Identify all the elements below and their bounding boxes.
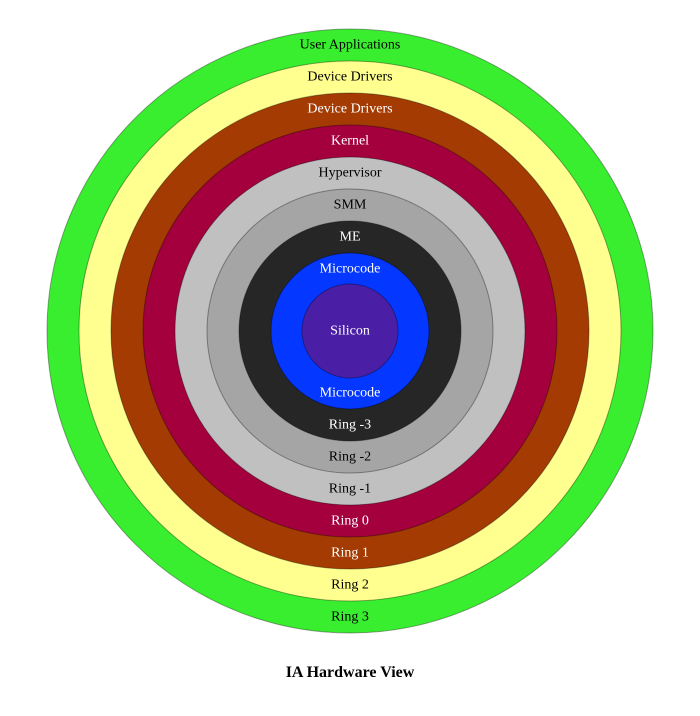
ring-bottom-label-6: Ring -3: [329, 418, 371, 433]
ring-top-label-1: Device Drivers: [307, 70, 392, 85]
ring-top-label-5: SMM: [334, 198, 367, 213]
ring-bottom-label-1: Ring 2: [331, 578, 369, 593]
ring-top-label-7: Microcode: [320, 262, 381, 277]
ring-top-label-4: Hypervisor: [319, 166, 382, 181]
ring-bottom-label-2: Ring 1: [331, 546, 369, 561]
ring-bottom-label-4: Ring -1: [329, 482, 371, 497]
ring-bottom-label-3: Ring 0: [331, 514, 369, 529]
core-label: Silicon: [330, 324, 370, 339]
core-circle: [301, 283, 399, 379]
ring-bottom-label-0: Ring 3: [331, 610, 369, 625]
ring-top-label-6: ME: [340, 230, 361, 245]
ring-top-label-3: Kernel: [331, 134, 369, 149]
ring-top-label-0: User Applications: [300, 38, 401, 53]
ring-bottom-label-7: Microcode: [320, 386, 381, 401]
diagram-caption: IA Hardware View: [285, 664, 415, 681]
ring-top-label-2: Device Drivers: [307, 102, 392, 117]
ring-bottom-label-5: Ring -2: [329, 450, 371, 465]
